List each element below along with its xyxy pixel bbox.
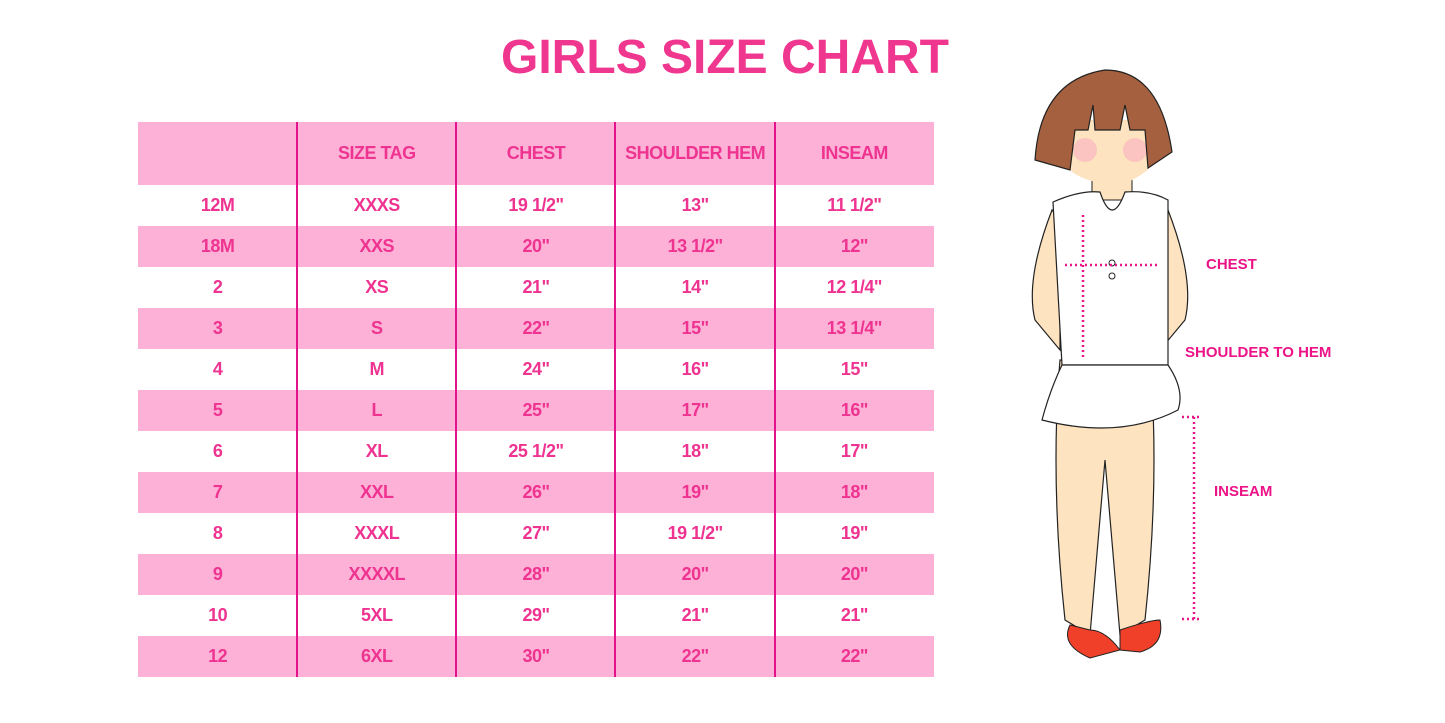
table-cell: 13 1/2" bbox=[667, 236, 724, 256]
shoulder-to-hem-label: SHOULDER TO HEM bbox=[1185, 344, 1332, 361]
table-cell: 9 bbox=[212, 564, 223, 584]
table-cell: 25" bbox=[522, 400, 550, 420]
table-row: 7 XXL 26" 19" 18" bbox=[138, 472, 934, 513]
table-cell: 12" bbox=[840, 236, 869, 256]
table-cell: 18" bbox=[681, 441, 710, 461]
table-cell: 5XL bbox=[361, 605, 393, 625]
table-cell: 4 bbox=[212, 359, 223, 379]
size-chart-table: SIZE TAG CHEST SHOULDER HEM INSEAM 12M XXXS 19… bbox=[138, 122, 934, 677]
table-cell: 28" bbox=[522, 564, 550, 584]
table-cell: XL bbox=[365, 441, 389, 461]
table-cell: S bbox=[371, 318, 383, 338]
table-cell: L bbox=[371, 400, 383, 420]
table-cell: 20" bbox=[681, 564, 710, 584]
table-cell: 30" bbox=[522, 646, 550, 666]
table-cell: 26" bbox=[522, 482, 550, 502]
table-row: 10 5XL 29" 21" 21" bbox=[138, 595, 934, 636]
column-divider bbox=[774, 122, 776, 677]
table-cell: 13 1/4" bbox=[826, 318, 883, 338]
table-cell: 12 bbox=[208, 646, 228, 666]
table-cell: XXS bbox=[359, 236, 395, 256]
column-divider bbox=[614, 122, 616, 677]
header-cell: SHOULDER HEM bbox=[625, 143, 766, 163]
inseam-label: INSEAM bbox=[1214, 483, 1273, 500]
chest-label: CHEST bbox=[1206, 256, 1257, 273]
table-cell: M bbox=[369, 359, 385, 379]
table-cell: 27" bbox=[522, 523, 550, 543]
table-cell: 19" bbox=[840, 523, 869, 543]
table-cell: 10 bbox=[208, 605, 228, 625]
table-row: 8 XXXL 27" 19 1/2" 19" bbox=[138, 513, 934, 554]
table-row: 4 M 24" 16" 15" bbox=[138, 349, 934, 390]
table-cell: 12M bbox=[200, 195, 235, 215]
table-cell: 3 bbox=[212, 318, 223, 338]
table-cell: 16" bbox=[681, 359, 710, 379]
table-header-row: SIZE TAG CHEST SHOULDER HEM INSEAM bbox=[138, 122, 934, 185]
table-cell: 15" bbox=[840, 359, 869, 379]
table-row: 5 L 25" 17" 16" bbox=[138, 390, 934, 431]
table-row: 18M XXS 20" 13 1/2" 12" bbox=[138, 226, 934, 267]
table-cell: 19" bbox=[681, 482, 710, 502]
table-cell: 19 1/2" bbox=[667, 523, 724, 543]
table-cell: 6 bbox=[212, 441, 223, 461]
table-cell: 29" bbox=[522, 605, 550, 625]
table-cell: XS bbox=[365, 277, 389, 297]
header-cell: CHEST bbox=[506, 143, 566, 163]
table-cell: 22" bbox=[840, 646, 869, 666]
table-row: 6 XL 25 1/2" 18" 17" bbox=[138, 431, 934, 472]
header-cell: SIZE TAG bbox=[337, 143, 416, 163]
table-row: 9 XXXXL 28" 20" 20" bbox=[138, 554, 934, 595]
table-cell: 14" bbox=[681, 277, 710, 297]
table-row: 12 6XL 30" 22" 22" bbox=[138, 636, 934, 677]
table-cell: 20" bbox=[840, 564, 869, 584]
page-title: GIRLS SIZE CHART bbox=[500, 31, 949, 84]
table-cell: XXL bbox=[360, 482, 394, 502]
table-cell: 7 bbox=[212, 482, 223, 502]
table-cell: 19 1/2" bbox=[508, 195, 564, 215]
table-row: 3 S 22" 15" 13 1/4" bbox=[138, 308, 934, 349]
table-cell: 5 bbox=[212, 400, 223, 420]
table-cell: 16" bbox=[840, 400, 869, 420]
table-cell: 21" bbox=[840, 605, 869, 625]
table-cell: 6XL bbox=[361, 646, 393, 666]
table-cell: 21" bbox=[522, 277, 550, 297]
column-divider bbox=[296, 122, 298, 677]
table-cell: 15" bbox=[681, 318, 710, 338]
column-divider bbox=[455, 122, 457, 677]
table-cell: 22" bbox=[681, 646, 710, 666]
table-cell: 24" bbox=[522, 359, 550, 379]
header-cell: INSEAM bbox=[820, 143, 889, 163]
table-cell: XXXL bbox=[354, 523, 400, 543]
table-cell: 12 1/4" bbox=[826, 277, 883, 297]
table-cell: 22" bbox=[522, 318, 550, 338]
table-cell: XXXS bbox=[353, 195, 401, 215]
table-cell: 11 1/2" bbox=[827, 195, 882, 215]
table-cell: 2 bbox=[212, 277, 223, 297]
table-cell: XXXXL bbox=[348, 564, 406, 584]
table-cell: 18" bbox=[840, 482, 869, 502]
table-row: 2 XS 21" 14" 12 1/4" bbox=[138, 267, 934, 308]
table-cell: 17" bbox=[840, 441, 869, 461]
table-cell: 8 bbox=[212, 523, 223, 543]
girl-measurement-illustration bbox=[1031, 69, 1200, 659]
table-cell: 17" bbox=[681, 400, 710, 420]
table-cell: 20" bbox=[522, 236, 550, 256]
table-cell: 25 1/2" bbox=[508, 441, 564, 461]
table-cell: 21" bbox=[681, 605, 710, 625]
table-cell: 18M bbox=[200, 236, 235, 256]
table-cell: 13" bbox=[681, 195, 710, 215]
table-row: 12M XXXS 19 1/2" 13" 11 1/2" bbox=[138, 185, 934, 226]
